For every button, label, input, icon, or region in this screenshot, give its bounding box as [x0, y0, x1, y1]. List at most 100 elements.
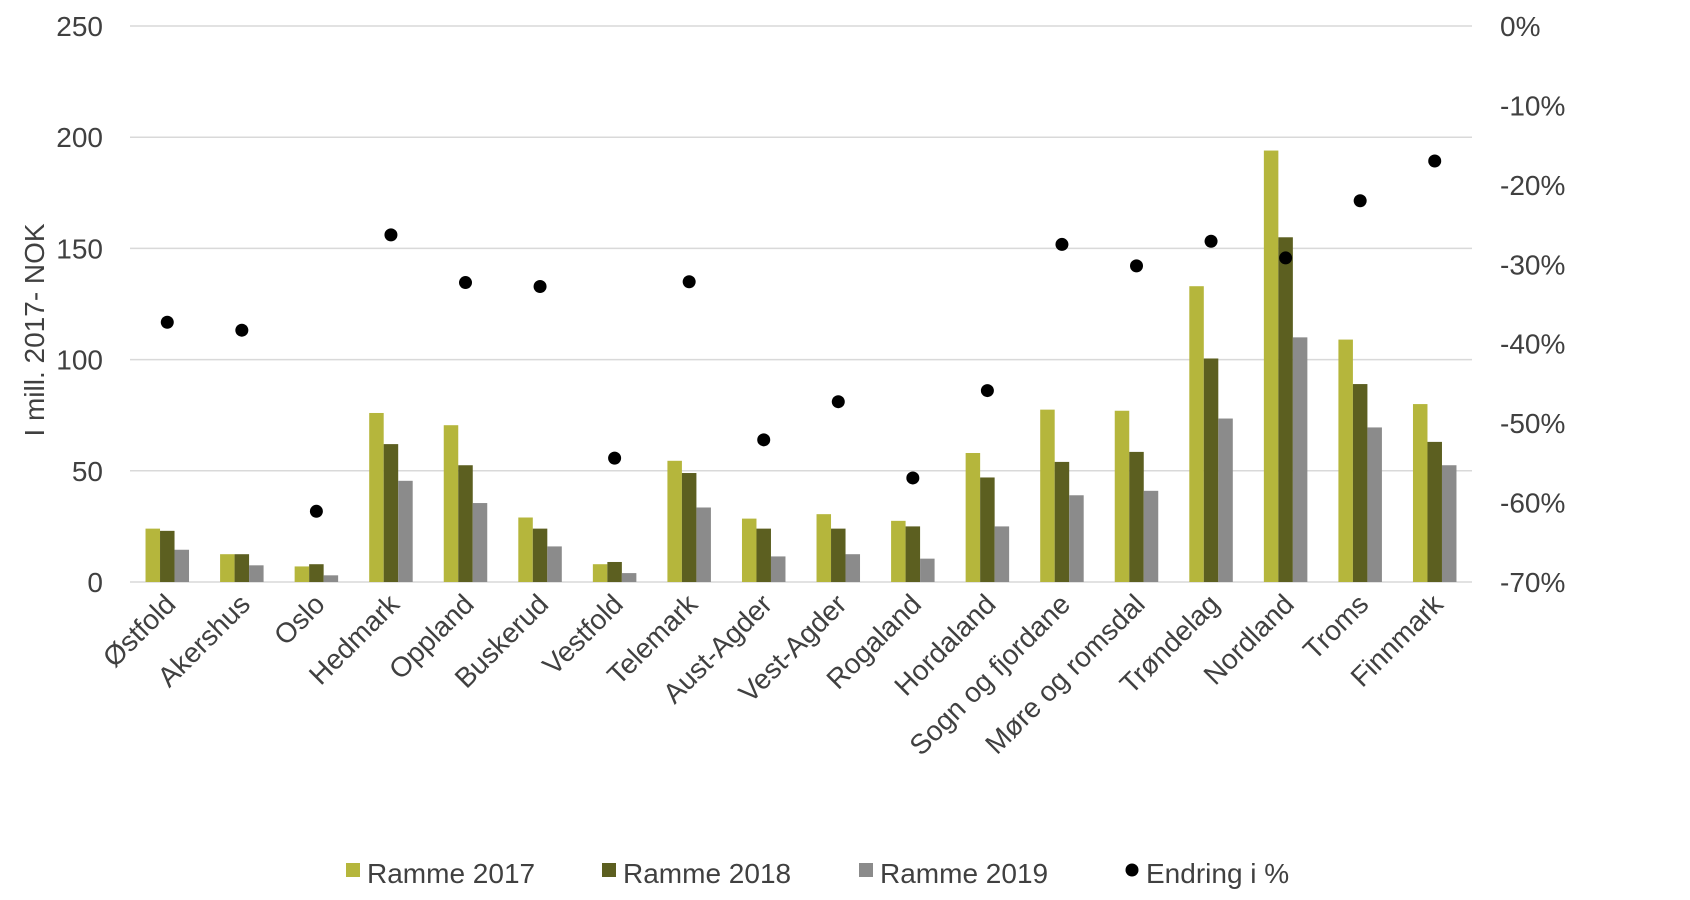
- bar-ramme-2018: [458, 465, 473, 582]
- x-tick-label: Oslo: [268, 588, 331, 651]
- y2-tick-label: -40%: [1500, 329, 1565, 360]
- bar-ramme-2018: [309, 564, 324, 582]
- bar-ramme-2019: [994, 526, 1010, 582]
- bar-ramme-2017: [816, 514, 832, 582]
- bar-ramme-2018: [1427, 441, 1442, 582]
- change-point: [1204, 234, 1218, 248]
- bar-ramme-2018: [234, 554, 250, 582]
- bar-ramme-2018: [831, 528, 846, 582]
- change-point: [160, 315, 174, 329]
- bar-ramme-2018: [160, 530, 175, 582]
- y2-tick-label: -60%: [1500, 488, 1565, 519]
- change-point: [906, 471, 920, 485]
- y-tick-label: 0: [87, 567, 103, 598]
- y2-tick-label: -70%: [1500, 567, 1565, 598]
- change-point: [309, 504, 323, 518]
- bar-ramme-2019: [1292, 337, 1308, 582]
- legend-label: Ramme 2018: [623, 858, 791, 889]
- bar-ramme-2019: [920, 558, 935, 582]
- change-point: [980, 384, 994, 398]
- legend: Ramme 2017 Ramme 2018 Ramme 2019 Endring i …: [346, 858, 1289, 889]
- change-point: [757, 433, 771, 447]
- y-axis-right-ticks: -70% -60% -50% -40% -30% -20% -10% 0%: [1500, 11, 1565, 598]
- change-point: [831, 395, 845, 409]
- y-axis-left-ticks: 0 50 100 150 200 250: [56, 11, 103, 598]
- bar-ramme-2017: [592, 564, 608, 582]
- bar-ramme-2019: [1143, 490, 1159, 582]
- bar-ramme-2017: [965, 453, 981, 582]
- y-axis-title: I mill. 2017- NOK: [19, 223, 50, 436]
- bar-ramme-2019: [547, 546, 562, 582]
- change-point: [533, 280, 547, 294]
- bar-ramme-2017: [1412, 404, 1428, 582]
- bar-ramme-2019: [696, 507, 711, 582]
- bar-ramme-2017: [443, 425, 459, 582]
- change-point: [384, 228, 398, 242]
- legend-label: Ramme 2017: [367, 858, 535, 889]
- y2-tick-label: -50%: [1500, 408, 1565, 439]
- bar-ramme-2017: [294, 566, 310, 582]
- change-point: [1353, 194, 1367, 208]
- bar-ramme-2018: [905, 526, 921, 582]
- legend-swatch: [602, 863, 616, 877]
- bar-ramme-2018: [383, 444, 399, 582]
- bar-ramme-2018: [532, 528, 548, 582]
- bar-ramme-2017: [220, 554, 235, 582]
- bar-ramme-2018: [1278, 237, 1293, 582]
- y2-tick-label: 0%: [1500, 11, 1540, 42]
- bar-ramme-2019: [770, 556, 786, 582]
- bar-ramme-2019: [621, 573, 637, 582]
- change-point: [1130, 259, 1143, 273]
- y-tick-label: 50: [72, 456, 103, 487]
- legend-swatch: [1125, 863, 1139, 877]
- legend-label: Endring i %: [1146, 858, 1289, 889]
- y-tick-label: 250: [56, 11, 103, 42]
- change-point: [682, 275, 696, 289]
- bar-ramme-2019: [1367, 427, 1382, 582]
- y-tick-label: 100: [56, 345, 103, 376]
- bar-ramme-2019: [1441, 465, 1457, 582]
- bar-ramme-2017: [1189, 286, 1204, 582]
- legend-swatch: [346, 863, 360, 877]
- change-point: [459, 276, 472, 290]
- bar-ramme-2017: [1263, 150, 1279, 582]
- bar-ramme-2017: [1040, 409, 1055, 582]
- bar-ramme-2018: [1054, 461, 1070, 582]
- bars: [145, 150, 1457, 582]
- y2-tick-label: -10%: [1500, 90, 1565, 121]
- legend-label: Ramme 2019: [880, 858, 1048, 889]
- y-tick-label: 150: [56, 233, 103, 264]
- gridlines: [130, 25, 1472, 583]
- bar-ramme-2019: [249, 565, 264, 582]
- bar-ramme-2017: [1114, 410, 1130, 582]
- bar-ramme-2017: [369, 412, 384, 582]
- bar-ramme-2017: [741, 518, 757, 582]
- bar-ramme-2018: [681, 473, 697, 582]
- bar-ramme-2019: [323, 575, 339, 582]
- y2-tick-label: -30%: [1500, 249, 1565, 280]
- change-point: [1428, 154, 1442, 168]
- bar-ramme-2019: [1218, 418, 1233, 582]
- bar-ramme-2019: [174, 549, 190, 582]
- change-point: [1055, 237, 1069, 251]
- y2-tick-label: -20%: [1500, 170, 1565, 201]
- y-tick-label: 200: [56, 122, 103, 153]
- change-point: [235, 323, 249, 337]
- bar-ramme-2018: [607, 561, 622, 582]
- bar-ramme-2017: [518, 517, 533, 582]
- bar-ramme-2019: [398, 480, 413, 582]
- bar-ramme-2017: [891, 520, 906, 582]
- bar-ramme-2019: [845, 554, 861, 582]
- bar-ramme-2018: [1203, 358, 1219, 582]
- change-points: [160, 154, 1442, 518]
- bar-ramme-2017: [667, 460, 682, 582]
- bar-ramme-2019: [1069, 495, 1084, 582]
- bar-ramme-2018: [756, 528, 771, 582]
- bar-ramme-2017: [145, 528, 161, 582]
- bar-ramme-2018: [1352, 384, 1368, 582]
- legend-swatch: [859, 863, 873, 877]
- change-point: [608, 451, 622, 465]
- bar-ramme-2019: [472, 503, 488, 582]
